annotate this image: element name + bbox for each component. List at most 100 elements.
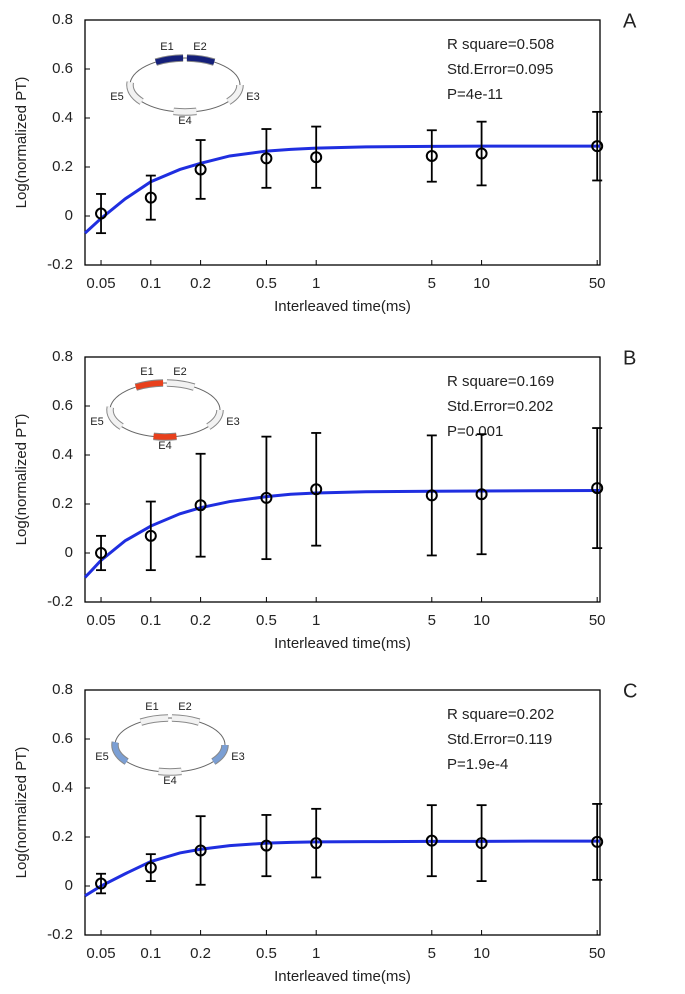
x-tick-label: 0.2 xyxy=(190,275,211,292)
x-tick-label: 10 xyxy=(473,275,490,292)
data-point xyxy=(310,151,323,164)
electrode xyxy=(112,741,129,764)
y-tick-label: 0 xyxy=(65,877,73,894)
electrode-label: E1 xyxy=(145,701,158,713)
x-axis-label: Interleaved time(ms) xyxy=(274,298,411,315)
x-tick-label: 10 xyxy=(473,945,490,962)
data-point xyxy=(95,547,108,559)
electrode-label: E5 xyxy=(95,751,108,763)
x-tick-label: 0.5 xyxy=(256,945,277,962)
data-point xyxy=(475,488,488,501)
data-point xyxy=(194,844,207,857)
annotation: R square=0.508 xyxy=(447,36,554,53)
data-point xyxy=(310,837,323,850)
y-tick-label: 0.2 xyxy=(52,828,73,845)
x-tick-label: 50 xyxy=(589,612,606,629)
electrode-label: E3 xyxy=(226,416,239,428)
panel-letter: B xyxy=(623,347,636,369)
y-tick-label: 0.2 xyxy=(52,158,73,175)
data-point xyxy=(425,834,438,847)
electrode xyxy=(206,409,223,429)
x-tick-label: 50 xyxy=(589,945,606,962)
inset-ring xyxy=(109,382,221,438)
electrode-label: E3 xyxy=(246,91,259,103)
electrode xyxy=(153,433,177,440)
y-tick-label: 0.8 xyxy=(52,681,73,698)
electrode xyxy=(171,715,200,725)
electrode xyxy=(155,55,184,65)
data-point xyxy=(260,839,273,852)
electrode xyxy=(166,380,195,390)
x-tick-label: 1 xyxy=(312,945,320,962)
data-point xyxy=(144,529,157,542)
data-point xyxy=(475,837,488,850)
electrode-label: E2 xyxy=(193,41,206,53)
y-tick-label: 0.6 xyxy=(52,730,73,747)
y-tick-label: 0.4 xyxy=(52,446,73,463)
x-tick-label: 0.1 xyxy=(140,612,161,629)
x-tick-label: 50 xyxy=(589,275,606,292)
electrode xyxy=(158,768,182,775)
x-tick-label: 5 xyxy=(428,612,436,629)
y-tick-label: 0.6 xyxy=(52,397,73,414)
electrode xyxy=(186,55,215,65)
annotation: R square=0.169 xyxy=(447,373,554,390)
x-axis-label: Interleaved time(ms) xyxy=(274,635,411,652)
y-tick-label: 0 xyxy=(65,207,73,224)
electrode-label: E5 xyxy=(90,416,103,428)
x-tick-label: 0.2 xyxy=(190,945,211,962)
y-tick-label: 0.6 xyxy=(52,60,73,77)
data-point xyxy=(95,207,108,220)
annotation: P=1.9e-4 xyxy=(447,756,508,773)
electrode-label: E2 xyxy=(173,366,186,378)
x-tick-label: 10 xyxy=(473,612,490,629)
data-point xyxy=(591,140,604,153)
y-tick-label: -0.2 xyxy=(47,593,73,610)
y-tick-label: -0.2 xyxy=(47,256,73,273)
data-point xyxy=(475,147,488,160)
data-point xyxy=(591,835,604,848)
y-tick-label: -0.2 xyxy=(47,926,73,943)
x-tick-label: 5 xyxy=(428,945,436,962)
y-tick-label: 0.4 xyxy=(52,779,73,796)
electrode-label: E4 xyxy=(178,115,191,127)
x-tick-label: 0.5 xyxy=(256,275,277,292)
plot-frame xyxy=(84,356,601,603)
data-point xyxy=(310,483,323,496)
electrode-label: E1 xyxy=(140,366,153,378)
fit-curve xyxy=(84,839,600,898)
electrode-label: E2 xyxy=(178,701,191,713)
data-point xyxy=(194,499,207,512)
electrode xyxy=(173,108,197,115)
x-axis-label: Interleaved time(ms) xyxy=(274,968,411,985)
x-tick-label: 0.05 xyxy=(86,275,115,292)
y-axis-label: Log(normalized PT) xyxy=(13,414,30,546)
y-tick-label: 0 xyxy=(65,544,73,561)
inset-ring xyxy=(129,57,241,113)
x-tick-label: 0.05 xyxy=(86,612,115,629)
x-tick-label: 1 xyxy=(312,275,320,292)
electrode-label: E5 xyxy=(110,91,123,103)
electrode xyxy=(226,84,243,104)
y-tick-label: 0.8 xyxy=(52,348,73,365)
x-tick-label: 0.05 xyxy=(86,945,115,962)
inset-ring xyxy=(114,717,226,773)
data-point xyxy=(260,152,273,165)
data-point xyxy=(144,191,157,204)
data-point xyxy=(144,861,157,874)
annotation: Std.Error=0.202 xyxy=(447,398,553,415)
data-point xyxy=(260,491,273,504)
y-axis-label: Log(normalized PT) xyxy=(13,77,30,209)
annotation: P=4e-11 xyxy=(447,86,503,103)
electrode-label: E1 xyxy=(160,41,173,53)
x-tick-label: 0.1 xyxy=(140,945,161,962)
fit-curve xyxy=(83,144,600,235)
y-tick-label: 0.2 xyxy=(52,495,73,512)
plot-frame xyxy=(84,689,601,936)
data-point xyxy=(425,149,438,162)
panel-letter: A xyxy=(623,10,637,32)
x-tick-label: 0.1 xyxy=(140,275,161,292)
data-point xyxy=(95,877,108,890)
data-point xyxy=(425,489,438,502)
y-tick-label: 0.8 xyxy=(52,11,73,28)
